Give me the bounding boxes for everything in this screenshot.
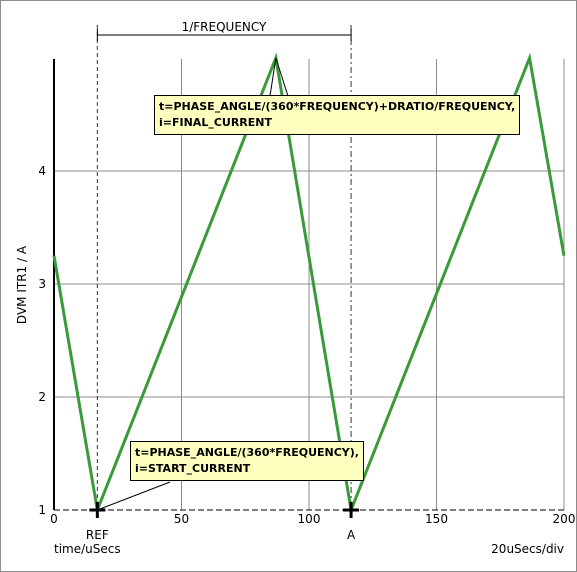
annotation-start-current-time: t=PHASE_ANGLE/(360*FREQUENCY), [135,446,359,459]
x-tick-label: 200 [553,512,576,526]
x-tick-label: 150 [425,512,448,526]
x-tick-label: 100 [298,512,321,526]
marker-label-ref: REF [86,528,109,542]
annotation-final-current-time: t=PHASE_ANGLE/(360*FREQUENCY)+DRATIO/FRE… [159,100,516,113]
x-tick-label: 0 [50,512,58,526]
annotation-final-current-value: i=FINAL_CURRENT [159,116,272,129]
x-tick-label: 50 [174,512,189,526]
tick-labels: 0 50 100 150 200 1 2 3 4 [38,164,575,526]
marker-label-a: A [347,528,356,542]
marker-cross [343,502,360,518]
axes [53,59,564,511]
annotation-start-current-value: i=START_CURRENT [135,462,251,475]
y-tick-label: 1 [38,503,46,517]
leader-final-current-2 [275,57,289,97]
y-tick-label: 2 [38,390,46,404]
x-axis-label: time/uSecs [54,542,121,556]
period-label: 1/FREQUENCY [182,20,267,34]
y-axis-label: DVM ITR1 / A [15,245,29,324]
annotation-final-current: t=PHASE_ANGLE/(360*FREQUENCY)+DRATIO/FRE… [154,95,521,135]
x-scale-label: 20uSecs/div [491,542,564,556]
leader-start-current [97,481,171,511]
leader-final-current [269,57,277,97]
series-line [52,52,566,516]
annotation-start-current: t=PHASE_ANGLE/(360*FREQUENCY), i=START_C… [130,441,364,481]
y-tick-label: 4 [38,164,46,178]
callout-leaders [97,57,289,511]
y-tick-label: 3 [38,277,46,291]
